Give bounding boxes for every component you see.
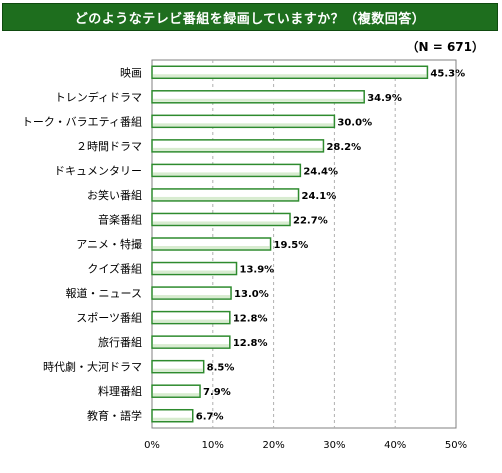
x-tick-label: 10%: [202, 440, 224, 451]
bar-shade: [153, 344, 229, 348]
bar-shade: [153, 98, 364, 102]
category-label: ２時間ドラマ: [76, 140, 142, 153]
bar-shade: [153, 393, 200, 397]
category-label: アニメ・特撮: [76, 237, 142, 251]
category-label: 旅行番組: [98, 335, 142, 349]
value-label: 22.7%: [293, 215, 328, 226]
bar-shade: [153, 123, 334, 127]
category-label: 映画: [120, 66, 142, 79]
chart-title-bar: どのようなテレビ番組を録画していますか？（複数回答）: [2, 3, 498, 31]
value-label: 13.9%: [240, 265, 275, 276]
category-label: お笑い番組: [87, 188, 142, 202]
value-label: 19.5%: [274, 240, 309, 251]
category-label: トーク・バラエティ番組: [22, 115, 142, 128]
x-tick-label: 0%: [144, 440, 160, 451]
bar-shade: [153, 196, 298, 200]
category-label: トレンディドラマ: [55, 90, 142, 104]
bar-shade: [153, 417, 192, 421]
bar-shade: [153, 221, 290, 225]
x-tick-label: 50%: [445, 440, 467, 451]
category-label: 時代劇・大河ドラマ: [43, 360, 142, 374]
category-label: 教育・語学: [87, 409, 142, 423]
bar-shade: [153, 270, 236, 274]
value-label: 6.7%: [196, 412, 224, 423]
bar-shade: [153, 295, 231, 299]
value-label: 8.5%: [207, 363, 235, 374]
value-label: 28.2%: [326, 142, 361, 153]
x-tick-label: 20%: [262, 440, 284, 451]
bar-shade: [153, 74, 427, 78]
value-label: 12.8%: [233, 314, 268, 325]
bar-shade: [153, 368, 203, 372]
bar-shade: [153, 172, 300, 176]
category-label: 料理番組: [98, 384, 142, 398]
category-label: 報道・ニュース: [66, 286, 142, 300]
value-label: 24.1%: [302, 191, 337, 202]
sample-size-label: （N = 671）: [406, 40, 484, 54]
bar-shade: [153, 147, 323, 151]
value-label: 34.9%: [367, 93, 402, 104]
x-tick-label: 30%: [323, 440, 345, 451]
value-label: 30.0%: [337, 117, 372, 128]
category-label: ドキュメンタリー: [54, 164, 142, 177]
value-label: 13.0%: [234, 289, 269, 300]
x-tick-label: 40%: [384, 440, 406, 451]
value-label: 45.3%: [430, 68, 465, 79]
value-label: 24.4%: [303, 166, 338, 177]
category-label: 音楽番組: [98, 212, 142, 226]
bar-shade: [153, 319, 229, 323]
category-label: スポーツ番組: [76, 312, 142, 325]
category-label: クイズ番組: [87, 262, 142, 276]
bar-shade: [153, 246, 270, 249]
value-label: 12.8%: [233, 338, 268, 349]
value-label: 7.9%: [203, 387, 231, 398]
chart-title: どのようなテレビ番組を録画していますか？（複数回答）: [74, 11, 426, 27]
